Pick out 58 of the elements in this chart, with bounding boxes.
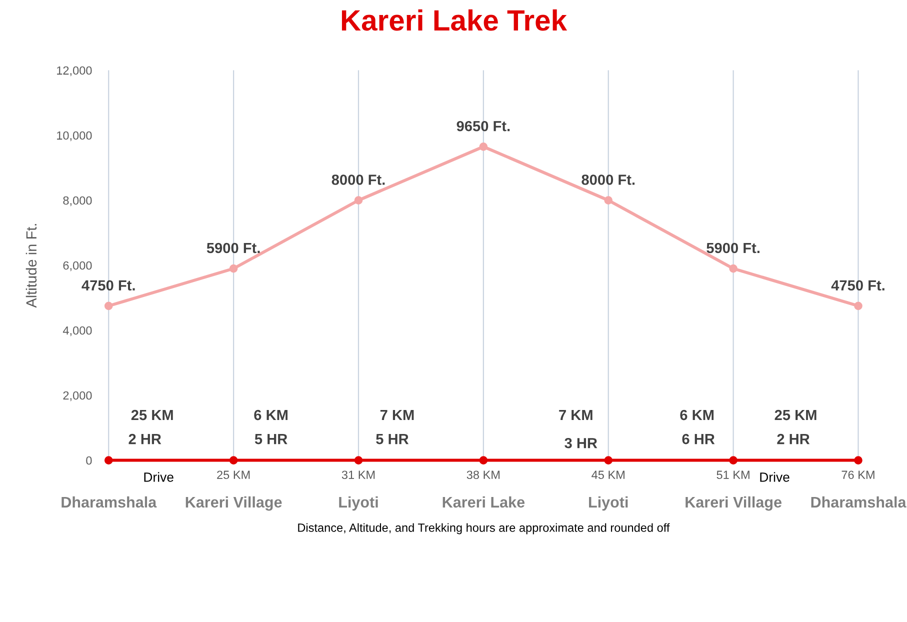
data-label: 5900 Ft. (206, 242, 260, 254)
chart-title: Kareri Lake Trek (342, 9, 568, 31)
point (854, 456, 862, 464)
annotation: 2 HR (777, 434, 810, 444)
y-tick-label: 10,000 (57, 131, 92, 142)
point (604, 456, 613, 464)
data-label: 8000 Ft. (582, 174, 635, 185)
text: 31 KM (342, 470, 375, 480)
annotation: 7 KM (559, 410, 592, 420)
data-label: 5900 Ft. (706, 242, 760, 254)
x-tick-label: Kareri Village (686, 496, 782, 511)
text: Drive (144, 472, 174, 482)
data-label: 8000 Ft. (332, 174, 385, 185)
y-tick-label: 0 (86, 456, 92, 465)
point (729, 264, 738, 273)
annotation: 5 HR (254, 434, 288, 444)
y-tick-label: 6,000 (63, 261, 92, 272)
point (479, 456, 488, 464)
data-label: 9650 Ft. (456, 120, 510, 132)
annotation: 3 HR (564, 438, 598, 448)
point (354, 456, 363, 464)
point (479, 142, 488, 151)
annotation: 6 HR (682, 434, 715, 444)
annotation: 2 HR (128, 434, 162, 444)
y-tick-label: 2,000 (63, 391, 92, 402)
point (104, 302, 113, 310)
point (729, 456, 738, 464)
x-tick-label: Liyoti (339, 496, 378, 511)
text: Drive (760, 472, 790, 482)
point (229, 264, 238, 273)
text: 38 KM (466, 470, 500, 480)
annotation: 25 KM (774, 410, 816, 420)
text: 51 KM (716, 470, 750, 480)
point (854, 302, 862, 310)
point (104, 456, 113, 464)
x-tick-label: Dharamshala (62, 496, 157, 508)
point (604, 196, 613, 204)
point (229, 456, 238, 464)
x-tick-label: Liyoti (589, 496, 628, 511)
annotation: 6 KM (680, 410, 714, 420)
annotation: 5 HR (376, 434, 409, 444)
data-label: 4750 Ft. (82, 280, 135, 291)
data-label: 4750 Ft. (831, 280, 884, 291)
text: Distance, Altitude, and Trekking hours are approximate and rounded off (298, 523, 670, 534)
y-axis-title: Altitude in Ft. (26, 224, 37, 308)
text: 76 KM (842, 470, 874, 480)
x-tick-label: Kareri Village (186, 496, 282, 511)
annotation: 6 KM (254, 410, 288, 420)
annotation: 7 KM (380, 410, 414, 420)
annotation: 25 KM (131, 410, 173, 420)
text: 45 KM (592, 470, 624, 480)
x-tick-label: Kareri Lake (442, 496, 525, 508)
y-tick-label: 8,000 (63, 196, 92, 206)
point (354, 196, 363, 204)
x-tick-label: Dharamshala (811, 496, 906, 508)
y-tick-label: 4,000 (62, 326, 92, 336)
text: 25 KM (217, 470, 250, 480)
y-tick-label: 12,000 (57, 66, 92, 76)
